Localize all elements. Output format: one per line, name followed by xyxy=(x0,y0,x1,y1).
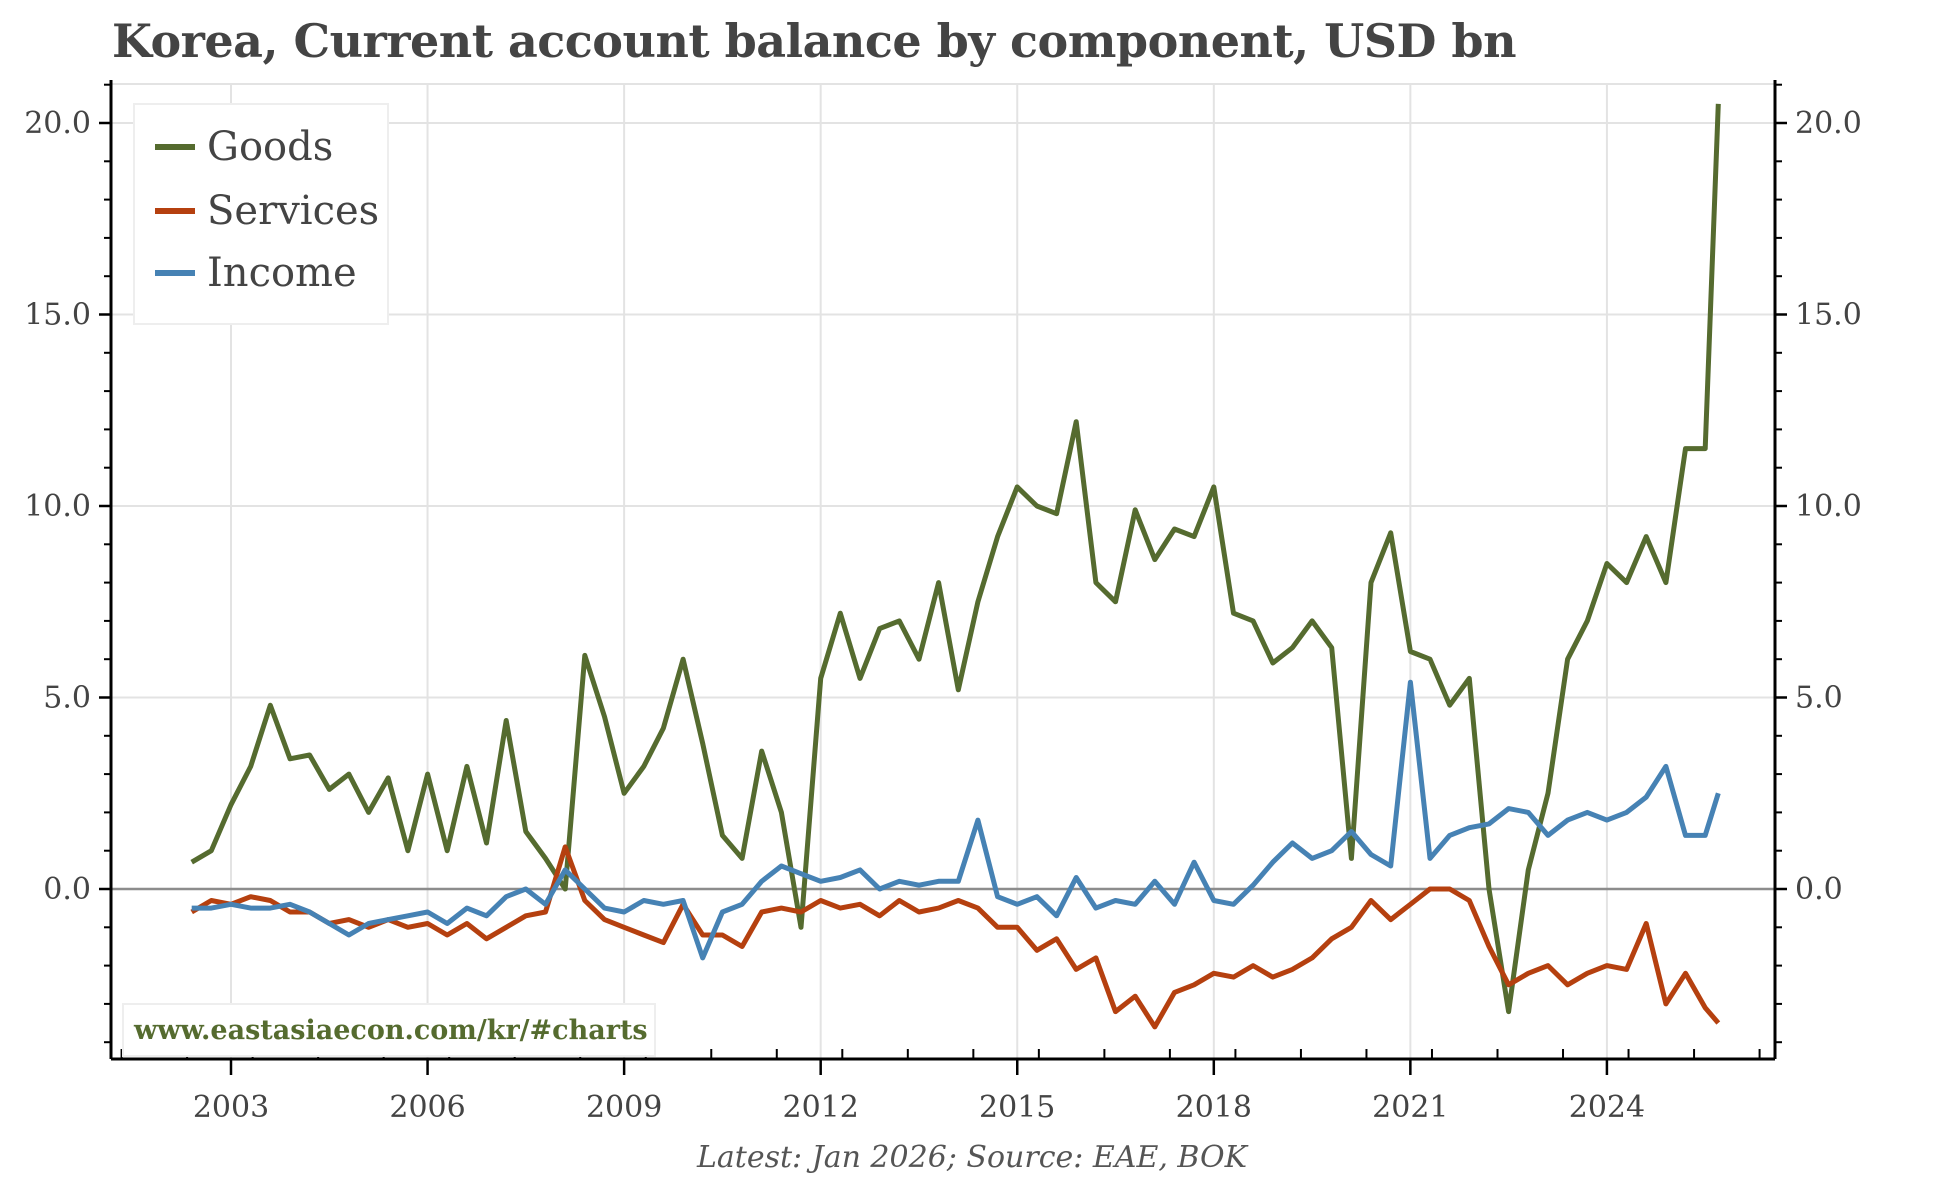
y-tick-label: 20.0 xyxy=(24,106,91,141)
y-tick-label-right: 10.0 xyxy=(1795,489,1862,524)
y-tick-label: 15.0 xyxy=(24,298,91,333)
x-tick-label: 2024 xyxy=(1569,1090,1645,1125)
watermark-box: www.eastasiaecon.com/kr/#charts xyxy=(122,1003,656,1057)
series-lines xyxy=(190,103,1721,1030)
income-line xyxy=(191,679,1721,961)
legend-label: Services xyxy=(207,188,380,234)
y-tick-label: 10.0 xyxy=(24,489,91,524)
goods-line xyxy=(190,103,1721,1015)
x-tick-label: 2018 xyxy=(1176,1090,1252,1125)
y-tick-label-right: 5.0 xyxy=(1795,681,1843,716)
y-tick-label: 0.0 xyxy=(43,872,91,907)
y-tick-label-right: 15.0 xyxy=(1795,298,1862,333)
legend-item-goods: Goods xyxy=(155,119,333,175)
services-line xyxy=(190,844,1721,1030)
legend-label: Goods xyxy=(207,124,334,170)
source-note: Latest: Jan 2026; Source: EAE, BOK xyxy=(696,1140,1248,1175)
y-tick-label-right: 20.0 xyxy=(1795,106,1862,141)
legend: Goods Services Income xyxy=(133,103,389,325)
x-tick-label: 2009 xyxy=(586,1090,662,1125)
income-line-swatch-icon xyxy=(155,270,195,276)
watermark-link[interactable]: www.eastasiaecon.com/kr/#charts xyxy=(134,1014,648,1046)
y-tick-label: 5.0 xyxy=(43,681,91,716)
chart-title: Korea, Current account balance by compon… xyxy=(112,14,1517,68)
x-tick-label: 2021 xyxy=(1372,1090,1448,1125)
axes: 0.0 0.0 5.0 5.0 10.0 10.0 15.0 15.0 20.0 20.0 2003… xyxy=(24,80,1862,1125)
legend-item-services: Services xyxy=(155,183,379,239)
legend-label: Income xyxy=(207,250,357,296)
legend-item-income: Income xyxy=(155,245,357,301)
goods-line-swatch-icon xyxy=(155,144,195,150)
x-tick-label: 2015 xyxy=(979,1090,1055,1125)
x-tick-label: 2012 xyxy=(783,1090,859,1125)
x-tick-label: 2006 xyxy=(389,1090,465,1125)
y-tick-label-right: 0.0 xyxy=(1795,872,1843,907)
services-line-swatch-icon xyxy=(155,208,195,214)
x-tick-label: 2003 xyxy=(193,1090,269,1125)
